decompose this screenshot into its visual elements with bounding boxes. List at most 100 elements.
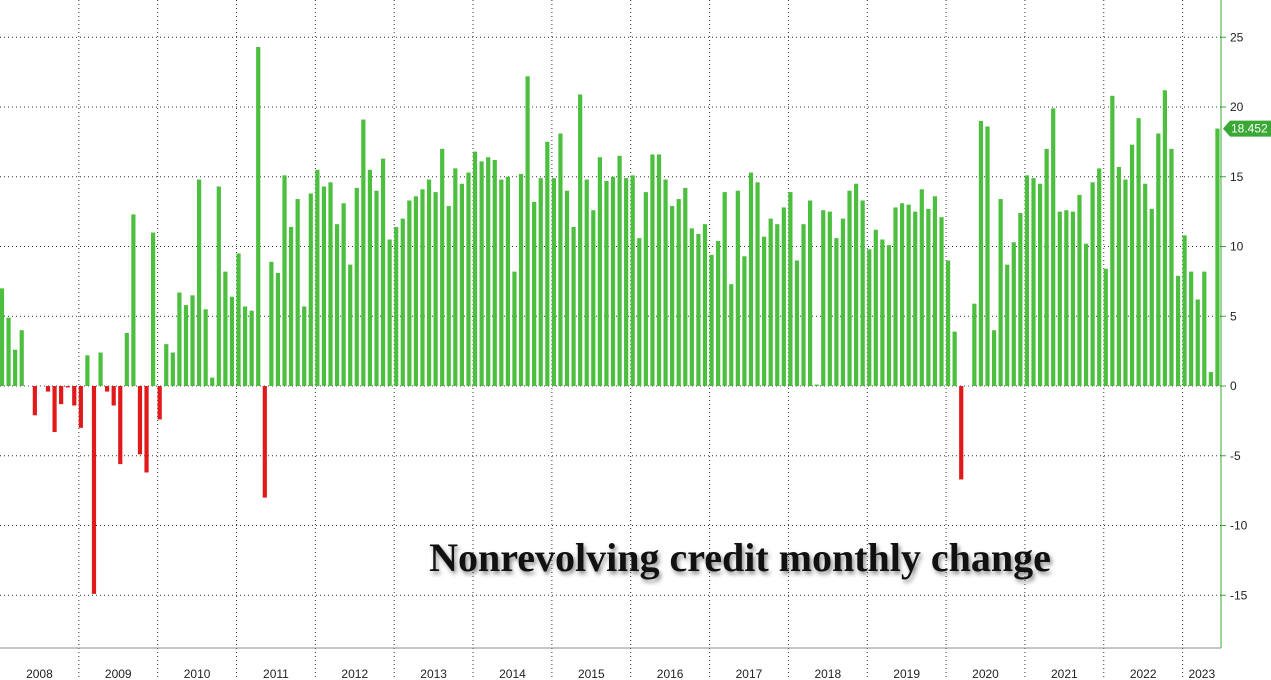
bar [584, 179, 589, 386]
x-tick-label: 2017 [736, 667, 763, 680]
bar [453, 168, 458, 386]
x-tick-label: 2012 [341, 667, 368, 680]
x-tick-label: 2014 [499, 667, 526, 680]
bar [354, 187, 359, 386]
bar [1051, 108, 1056, 387]
x-tick-label: 2018 [814, 667, 841, 680]
bar [788, 192, 793, 386]
bar [1064, 210, 1069, 386]
bar [426, 179, 432, 386]
bar [781, 207, 786, 386]
bar [459, 183, 464, 386]
bar [1024, 175, 1030, 386]
x-tick-label: 2019 [893, 667, 920, 680]
x-tick-label: 2013 [420, 667, 447, 680]
bar [512, 271, 517, 386]
bar [1011, 242, 1016, 386]
bar [144, 386, 149, 473]
bar [1018, 213, 1023, 386]
bar [1031, 178, 1036, 386]
y-tick-label: 20 [1230, 100, 1244, 114]
bar [656, 154, 662, 386]
bar [466, 172, 471, 386]
bar [380, 158, 386, 386]
bar [978, 120, 984, 386]
y-axis-ticks: 25 20 15 10 5 0 -5 -10 -15 [1221, 30, 1248, 602]
bar [959, 386, 964, 480]
bar [1103, 268, 1108, 386]
bar [440, 148, 445, 386]
bar [1044, 148, 1049, 386]
bar [151, 232, 156, 386]
bar [794, 260, 800, 386]
bar [860, 200, 865, 386]
bar [131, 214, 136, 386]
bar [315, 169, 320, 386]
bar [486, 157, 491, 386]
bar [249, 310, 254, 386]
bar [223, 271, 228, 386]
bar [183, 305, 189, 386]
bar [1162, 90, 1167, 386]
bar [413, 196, 419, 386]
bar [873, 229, 878, 386]
bar [670, 206, 675, 386]
bar [827, 211, 832, 386]
bar [505, 176, 510, 386]
bar [262, 386, 267, 498]
bar [1070, 211, 1076, 386]
bar [6, 317, 11, 386]
y-tick-label: 10 [1230, 240, 1244, 254]
x-tick-label: 2016 [657, 667, 684, 680]
bar [111, 386, 116, 406]
bar [45, 386, 51, 392]
bar [617, 155, 622, 386]
bar [98, 352, 103, 386]
bar [236, 253, 241, 386]
bar [1175, 275, 1181, 386]
bar [998, 199, 1003, 386]
bar [702, 224, 708, 386]
y-tick-label: 0 [1230, 379, 1237, 393]
bar [532, 201, 537, 386]
bar [518, 173, 524, 386]
bar [591, 210, 596, 386]
bar [578, 94, 583, 386]
bar [1149, 208, 1154, 386]
bar [854, 183, 859, 386]
bar [939, 217, 944, 386]
bar [1208, 372, 1213, 386]
bar [275, 273, 281, 386]
bar [203, 309, 208, 386]
bar [913, 211, 918, 386]
bar [630, 175, 635, 386]
bar [886, 245, 892, 386]
bar [164, 344, 169, 386]
bar [985, 126, 990, 386]
y-tick-label: 5 [1230, 309, 1237, 323]
bar [696, 233, 701, 386]
bar [972, 303, 977, 386]
bar [295, 199, 300, 386]
bar [663, 179, 668, 386]
bar [1169, 148, 1174, 386]
last-value-label: 18.452 [1231, 122, 1268, 136]
bar [229, 296, 235, 386]
bar [52, 386, 57, 433]
bar [321, 186, 327, 386]
bar [742, 256, 747, 386]
bar [683, 187, 688, 386]
bar [78, 386, 83, 428]
bar [1195, 299, 1200, 386]
bar [282, 175, 287, 386]
bar [433, 192, 438, 386]
y-tick-label: -15 [1230, 588, 1248, 602]
x-axis-ticks: 2008 2009 2010 2011 2012 2013 2014 2015 2016 2017… [0, 647, 1221, 680]
bar [952, 331, 957, 386]
bar [387, 239, 392, 386]
bar [472, 151, 478, 386]
bar [1202, 271, 1207, 386]
y-tick-label: -5 [1230, 449, 1241, 463]
bar [604, 180, 609, 386]
